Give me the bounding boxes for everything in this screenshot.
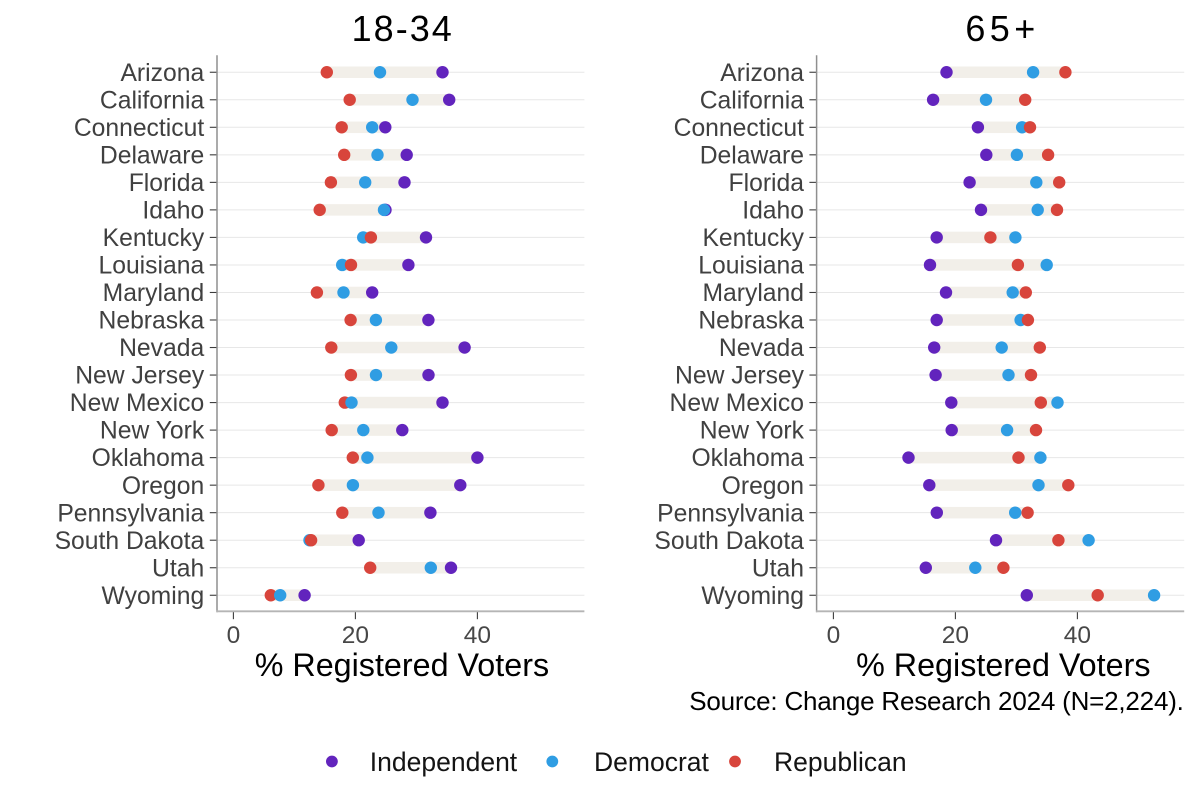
svg-text:South Dakota: South Dakota (55, 528, 205, 555)
svg-text:Wyoming: Wyoming (102, 583, 205, 610)
svg-text:20: 20 (342, 622, 369, 649)
svg-text:Maryland: Maryland (702, 280, 804, 307)
svg-text:% Registered Voters: % Registered Voters (255, 647, 549, 683)
svg-text:Maryland: Maryland (103, 280, 205, 307)
svg-text:0: 0 (827, 622, 841, 649)
svg-text:Nebraska: Nebraska (99, 308, 205, 335)
svg-text:65+: 65+ (965, 8, 1039, 49)
svg-text:Connecticut: Connecticut (674, 115, 805, 142)
svg-text:Idaho: Idaho (142, 197, 204, 224)
svg-text:Nevada: Nevada (719, 335, 804, 362)
svg-text:Democrat: Democrat (594, 747, 710, 777)
svg-text:Connecticut: Connecticut (74, 115, 205, 142)
svg-text:40: 40 (464, 622, 491, 649)
svg-text:New Jersey: New Jersey (675, 363, 805, 390)
svg-text:Republican: Republican (774, 747, 907, 777)
svg-text:0: 0 (227, 622, 241, 649)
svg-text:Utah: Utah (752, 555, 804, 582)
svg-text:Oklahoma: Oklahoma (92, 445, 205, 472)
svg-text:Kentucky: Kentucky (702, 225, 804, 252)
svg-text:Delaware: Delaware (700, 142, 804, 169)
svg-text:California: California (100, 87, 205, 114)
svg-text:Nevada: Nevada (119, 335, 204, 362)
svg-text:Pennsylvania: Pennsylvania (57, 500, 204, 527)
svg-text:New York: New York (700, 418, 805, 445)
svg-text:40: 40 (1064, 622, 1091, 649)
svg-text:Delaware: Delaware (100, 142, 204, 169)
svg-text:New Mexico: New Mexico (70, 390, 204, 417)
svg-text:Pennsylvania: Pennsylvania (657, 500, 804, 527)
svg-text:Louisiana: Louisiana (698, 253, 804, 280)
svg-text:Oregon: Oregon (122, 473, 204, 500)
svg-text:Utah: Utah (152, 555, 204, 582)
svg-text:Kentucky: Kentucky (103, 225, 205, 252)
svg-text:Nebraska: Nebraska (698, 308, 804, 335)
svg-text:New York: New York (100, 418, 205, 445)
svg-text:% Registered Voters: % Registered Voters (856, 647, 1150, 683)
svg-text:Independent: Independent (370, 747, 518, 777)
svg-text:Oregon: Oregon (722, 473, 804, 500)
svg-text:South Dakota: South Dakota (654, 528, 804, 555)
svg-text:Arizona: Arizona (720, 60, 804, 87)
svg-text:Idaho: Idaho (742, 197, 804, 224)
svg-text:Arizona: Arizona (120, 60, 204, 87)
svg-text:18-34: 18-34 (352, 8, 454, 49)
svg-text:Oklahoma: Oklahoma (691, 445, 804, 472)
svg-text:Wyoming: Wyoming (701, 583, 804, 610)
svg-text:New Mexico: New Mexico (670, 390, 804, 417)
svg-text:Louisiana: Louisiana (98, 253, 204, 280)
svg-text:Florida: Florida (129, 170, 205, 197)
svg-text:New Jersey: New Jersey (75, 363, 205, 390)
svg-text:Source: Change Research 2024 (: Source: Change Research 2024 (N=2,224). (689, 686, 1183, 716)
svg-text:20: 20 (942, 622, 969, 649)
svg-text:Florida: Florida (729, 170, 805, 197)
svg-text:California: California (700, 87, 805, 114)
